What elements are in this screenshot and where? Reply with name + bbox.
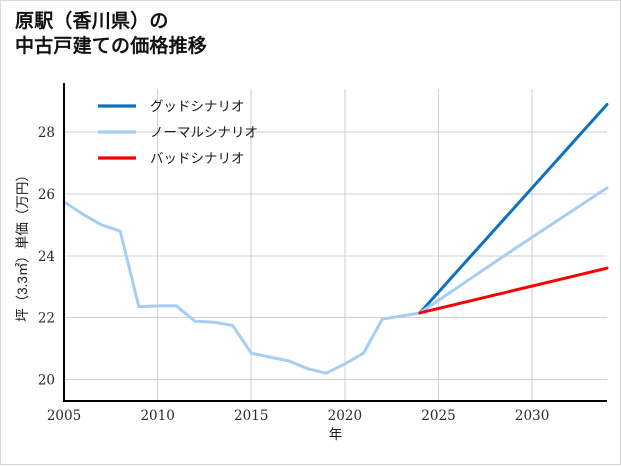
y-tick-label: 24 — [38, 249, 55, 265]
y-tick-label: 20 — [38, 372, 55, 388]
y-axis-tick-labels: 20 22 24 26 28 — [38, 125, 55, 388]
x-tick-label: 2030 — [515, 408, 549, 424]
series-group — [62, 102, 609, 375]
y-tick-label: 22 — [38, 311, 55, 327]
series-line-good — [418, 102, 609, 315]
x-axis-title: 年 — [329, 427, 343, 442]
y-axis-title: 坪（3.3㎡）単価（万円） — [15, 168, 30, 322]
y-tick-label: 28 — [38, 125, 55, 141]
gridlines-group — [63, 89, 607, 401]
legend-label-0: グッドシナリオ — [150, 99, 245, 115]
x-tick-label: 2010 — [140, 408, 174, 424]
x-tick-label: 2020 — [328, 408, 362, 424]
legend-label-1: ノーマルシナリオ — [150, 125, 258, 141]
x-tick-label: 2005 — [47, 408, 81, 424]
x-axis-tick-labels: 2005 2010 2015 2020 2025 2030 — [47, 408, 549, 424]
x-tick-label: 2025 — [421, 408, 455, 424]
page-title: 原駅（香川県）の 中古戸建ての価格推移 — [15, 11, 208, 57]
y-tick-label: 26 — [38, 187, 55, 203]
series-line-normal — [62, 186, 609, 375]
x-tick-label: 2015 — [234, 408, 268, 424]
axis-spines — [62, 83, 607, 403]
legend-label-2: バッドシナリオ — [150, 151, 245, 167]
series-line-bad — [418, 266, 609, 315]
